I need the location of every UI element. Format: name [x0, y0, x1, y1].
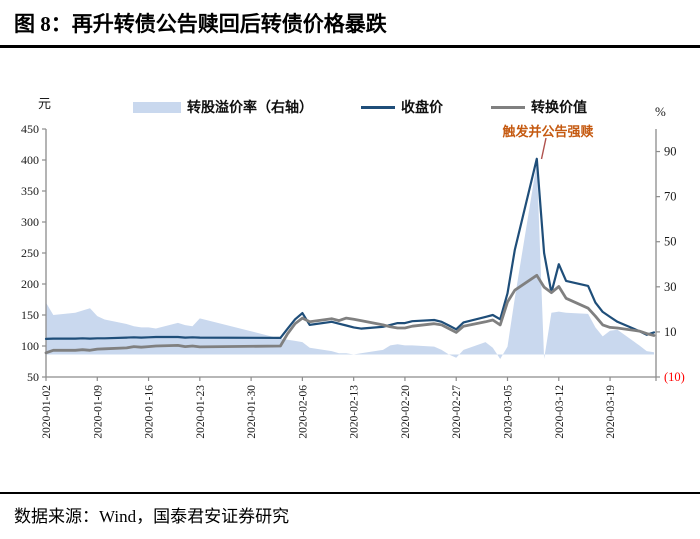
right-tick-label: 10 — [664, 325, 677, 339]
left-tick-label: 200 — [21, 277, 39, 291]
x-tick-label: 2020-01-23 — [195, 385, 207, 439]
left-tick-label: 250 — [21, 246, 39, 260]
redemption-annotation: 触发并公告强赎 — [502, 124, 594, 139]
figure-title: 图 8：再升转债公告赎回后转债价格暴跌 — [14, 12, 387, 36]
left-tick-label: 50 — [27, 370, 39, 384]
conversion-value-line — [44, 273, 656, 355]
x-tick-label: 2020-02-13 — [349, 385, 361, 439]
close-price-line — [44, 157, 656, 340]
legend-item-2: 转换价值 — [491, 97, 587, 117]
x-tick-label: 2020-03-05 — [502, 385, 514, 439]
x-tick-label: 2020-03-19 — [605, 385, 617, 439]
right-tick-label: (10) — [664, 370, 685, 384]
data-source: 数据来源：Wind，国泰君安证券研究 — [14, 507, 290, 526]
x-tick-label: 2020-01-30 — [246, 385, 258, 439]
right-axis-unit: % — [655, 104, 666, 119]
chart-canvas: 450 400 350 300 250 200 150 100 50 90 70 50 30 10 (10)… — [21, 122, 685, 439]
x-tick-label: 2020-01-16 — [144, 385, 156, 439]
title-divider — [0, 45, 700, 48]
annotation-leader-line — [540, 137, 547, 160]
right-tick-label: 70 — [664, 190, 677, 204]
legend-label: 转换价值 — [531, 101, 587, 116]
legend-label: 收盘价 — [401, 101, 443, 116]
legend-swatch — [133, 101, 181, 113]
left-tick-label: 100 — [21, 339, 39, 353]
left-tick-label: 450 — [21, 122, 39, 136]
x-tick-label: 2020-01-09 — [92, 385, 104, 439]
legend-item-0: 转股溢价率（右轴） — [133, 97, 313, 117]
x-tick-label: 2020-03-12 — [554, 385, 566, 439]
right-tick-label: 90 — [664, 145, 677, 159]
legend-swatch — [361, 105, 395, 109]
x-tick-label: 2020-01-02 — [41, 385, 53, 439]
chart-legend: 转股溢价率（右轴） 收盘价 转换价值 — [133, 97, 587, 117]
left-tick-label: 400 — [21, 153, 39, 167]
legend-item-1: 收盘价 — [361, 97, 443, 117]
left-tick-label: 150 — [21, 308, 39, 322]
footer-divider — [0, 492, 700, 494]
chart-area: 450 400 350 300 250 200 150 100 50 90 70 50 30 10 (10)… — [0, 70, 700, 470]
legend-label: 转股溢价率（右轴） — [187, 101, 313, 116]
x-tick-label: 2020-02-20 — [400, 385, 412, 439]
premium-area — [46, 162, 654, 359]
left-axis-unit: 元 — [38, 96, 52, 111]
right-tick-label: 30 — [664, 280, 677, 294]
x-tick-label: 2020-02-06 — [297, 385, 309, 439]
legend-swatch — [491, 105, 525, 109]
right-tick-label: 50 — [664, 235, 677, 249]
left-tick-label: 350 — [21, 184, 39, 198]
x-tick-label: 2020-02-27 — [451, 385, 463, 439]
left-tick-label: 300 — [21, 215, 39, 229]
